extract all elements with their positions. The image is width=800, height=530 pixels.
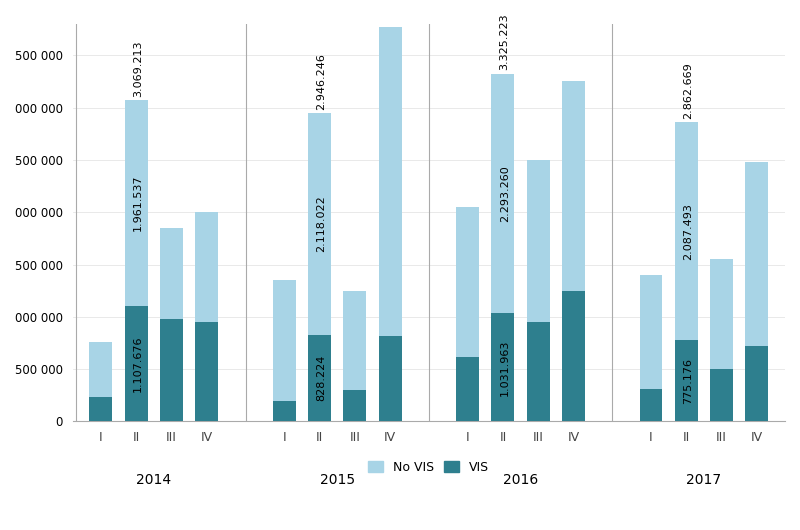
Text: 2.862.669: 2.862.669 xyxy=(683,62,693,119)
Text: 775.176: 775.176 xyxy=(683,358,693,404)
Bar xyxy=(675,340,698,421)
Bar xyxy=(160,319,183,421)
Bar xyxy=(343,390,366,421)
Bar xyxy=(378,335,402,421)
Bar xyxy=(195,212,218,322)
Bar xyxy=(526,322,550,421)
Bar xyxy=(90,398,112,421)
Legend: No VIS, VIS: No VIS, VIS xyxy=(363,456,494,479)
Bar xyxy=(125,306,148,421)
Bar xyxy=(273,401,296,421)
Bar xyxy=(710,369,733,421)
Bar xyxy=(639,275,662,389)
Bar xyxy=(195,322,218,421)
Text: 1.031.963: 1.031.963 xyxy=(500,339,510,396)
Bar xyxy=(90,342,112,398)
Bar xyxy=(456,357,479,421)
Text: 2015: 2015 xyxy=(320,473,354,487)
Text: 2016: 2016 xyxy=(503,473,538,487)
Bar xyxy=(526,160,550,322)
Text: 1.961.537: 1.961.537 xyxy=(133,175,143,231)
Bar xyxy=(639,389,662,421)
Bar xyxy=(125,100,148,306)
Bar xyxy=(378,28,402,335)
Bar xyxy=(273,280,296,401)
Text: 2017: 2017 xyxy=(686,473,722,487)
Bar xyxy=(160,228,183,319)
Bar xyxy=(343,290,366,390)
Text: 2014: 2014 xyxy=(136,473,171,487)
Bar xyxy=(675,122,698,340)
Text: 2.293.260: 2.293.260 xyxy=(500,165,510,222)
Bar xyxy=(456,207,479,357)
Bar xyxy=(710,259,733,369)
Bar xyxy=(308,113,331,335)
Text: 3.325.223: 3.325.223 xyxy=(500,14,510,70)
Bar xyxy=(562,290,585,421)
Bar xyxy=(562,82,585,290)
Text: 2.087.493: 2.087.493 xyxy=(683,202,693,260)
Text: 2.118.022: 2.118.022 xyxy=(316,196,326,252)
Bar xyxy=(491,313,514,421)
Bar xyxy=(746,162,768,346)
Text: 2.946.246: 2.946.246 xyxy=(316,53,326,110)
Bar xyxy=(746,346,768,421)
Bar xyxy=(308,335,331,421)
Text: 828.224: 828.224 xyxy=(316,355,326,401)
Bar xyxy=(491,74,514,313)
Text: 3.069.213: 3.069.213 xyxy=(133,41,143,97)
Text: 1.107.676: 1.107.676 xyxy=(133,335,143,392)
